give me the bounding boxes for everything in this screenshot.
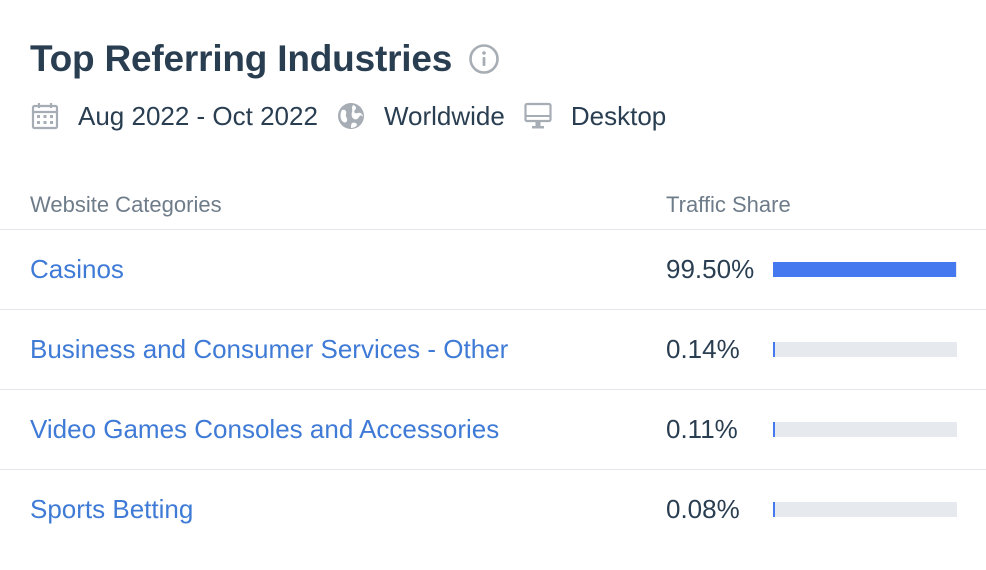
traffic-share-bar	[773, 502, 957, 517]
traffic-share-value: 99.50%	[666, 254, 755, 284]
info-icon[interactable]	[468, 43, 500, 75]
traffic-share-bar	[773, 262, 957, 277]
traffic-share-bar-fill	[773, 262, 957, 277]
table-row: Sports Betting 0.08%	[0, 470, 986, 549]
table-row: Casinos 99.50%	[0, 230, 986, 310]
desktop-icon	[523, 101, 553, 131]
category-link[interactable]: Sports Betting	[30, 494, 194, 524]
device-label: Desktop	[570, 100, 667, 131]
column-header-traffic-share: Traffic Share	[666, 192, 791, 217]
traffic-share-bar-fill	[773, 342, 776, 357]
traffic-share-bar-fill	[773, 422, 776, 437]
date-range-label: Aug 2022 - Oct 2022	[78, 100, 318, 131]
region: Worldwide	[336, 101, 505, 132]
column-header-categories: Website Categories	[30, 192, 222, 217]
traffic-share-value: 0.11%	[666, 414, 738, 444]
widget-title: Top Referring Industries	[30, 38, 453, 79]
traffic-share-bar	[773, 342, 957, 357]
title-row: Top Referring Industries	[30, 34, 956, 84]
filter-meta-row: Aug 2022 - Oct 2022 Worldwide	[30, 99, 956, 133]
table-header: Website Categories Traffic Share	[0, 180, 986, 230]
traffic-share-value: 0.08%	[666, 494, 740, 524]
widget-header: Top Referring Industries	[30, 34, 956, 133]
traffic-share-bar-fill	[773, 502, 776, 517]
globe-icon	[336, 101, 366, 131]
category-link[interactable]: Casinos	[30, 254, 124, 284]
date-range: Aug 2022 - Oct 2022	[30, 101, 318, 132]
table-row: Video Games Consoles and Accessories 0.1…	[0, 390, 986, 470]
traffic-share-value: 0.14%	[666, 334, 740, 364]
category-link[interactable]: Business and Consumer Services - Other	[30, 334, 509, 364]
device: Desktop	[523, 101, 666, 132]
category-link[interactable]: Video Games Consoles and Accessories	[30, 414, 500, 444]
table-row: Business and Consumer Services - Other 0…	[0, 310, 986, 390]
calendar-icon	[30, 101, 60, 131]
traffic-share-bar	[773, 422, 957, 437]
region-label: Worldwide	[383, 100, 505, 131]
referring-industries-table: Website Categories Traffic Share Casinos…	[0, 180, 986, 549]
